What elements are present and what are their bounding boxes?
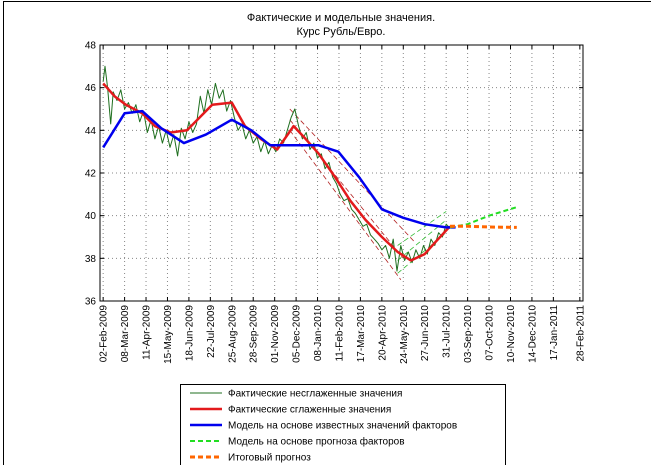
y-tick-label: 44 bbox=[85, 126, 97, 137]
x-tick-label: 24-May-2010 bbox=[399, 305, 410, 364]
y-tick-label: 38 bbox=[85, 254, 97, 265]
x-tick-label: 28-Sep-2009 bbox=[249, 305, 260, 363]
chart-subtitle: Курс Рубль/Евро. bbox=[297, 26, 386, 38]
plot-area: 36 38 40 42 44 46 48 02-Feb-2009 08-Mar-2009 11-A… bbox=[85, 41, 586, 364]
series-line bbox=[102, 82, 451, 262]
x-tick-label: 27-Jun-2010 bbox=[420, 305, 431, 362]
legend-label: Итоговый прогноз bbox=[228, 453, 311, 464]
y-tick-label: 48 bbox=[85, 41, 97, 52]
series-line bbox=[102, 109, 456, 229]
x-tick-label: 08-Jan-2010 bbox=[313, 305, 324, 362]
x-tick-label: 28-Feb-2011 bbox=[575, 305, 586, 362]
legend-label: Фактические сглаженные значения bbox=[228, 405, 391, 416]
x-tick-label: 01-Nov-2009 bbox=[270, 305, 281, 363]
x-tick-label: 14-Dec-2010 bbox=[527, 305, 538, 363]
trend-line bbox=[289, 108, 415, 242]
legend-label: Модель на основе известных значений факт… bbox=[228, 420, 457, 432]
x-tick-label: 11-Apr-2009 bbox=[142, 305, 153, 360]
x-tick-label: 05-Dec-2009 bbox=[292, 305, 303, 363]
axes-box bbox=[99, 44, 584, 302]
legend bbox=[180, 384, 506, 465]
trend-line bbox=[289, 119, 404, 259]
x-tick-label: 17-Mar-2010 bbox=[356, 305, 367, 363]
x-tick-label: 17-Jan-2011 bbox=[549, 305, 560, 361]
legend-items: Фактические несглаженные значения Фактиче… bbox=[190, 389, 457, 464]
trend-line bbox=[397, 211, 447, 246]
x-tick-label: 18-Jun-2009 bbox=[184, 305, 195, 362]
trend-line bbox=[289, 130, 402, 280]
x-tick-label: 08-Mar-2009 bbox=[120, 305, 131, 363]
y-tick-label: 36 bbox=[85, 297, 97, 308]
x-tick-label: 10-Nov-2010 bbox=[506, 305, 517, 363]
series-line bbox=[450, 224, 517, 229]
x-tick-label: 07-Oct-2010 bbox=[485, 305, 496, 361]
y-tick-label: 42 bbox=[85, 169, 97, 180]
x-tick-label: 22-Jul-2009 bbox=[206, 305, 217, 358]
x-tick-label: 02-Feb-2009 bbox=[99, 305, 110, 363]
x-tick-label: 31-Jul-2010 bbox=[442, 305, 453, 358]
x-tick-label: 03-Sep-2010 bbox=[463, 305, 474, 363]
y-tick-label: 46 bbox=[85, 83, 97, 94]
legend-label: Модель на основе прогноза факторов bbox=[228, 436, 405, 448]
x-tick-label: 11-Feb-2010 bbox=[334, 305, 345, 362]
legend-label: Фактические несглаженные значения bbox=[228, 389, 402, 400]
y-tick-label: 40 bbox=[85, 211, 97, 222]
x-tick-label: 20-Apr-2010 bbox=[377, 305, 388, 361]
x-tick-label: 25-Aug-2009 bbox=[227, 305, 238, 363]
chart-title: Фактические и модельные значения. bbox=[247, 12, 435, 24]
x-tick-label: 15-May-2009 bbox=[163, 305, 174, 364]
